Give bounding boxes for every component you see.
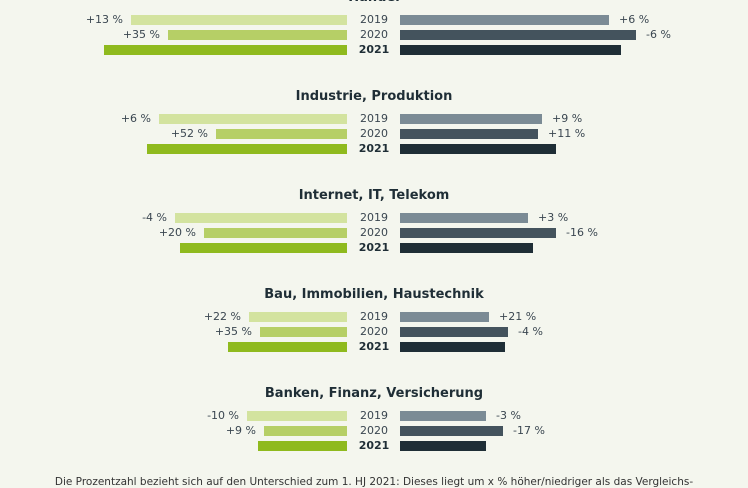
left-value-label: +35 % — [214, 325, 252, 338]
year-label: 2021 — [358, 43, 390, 56]
right-bar — [400, 144, 556, 154]
right-value-label: -16 % — [566, 226, 598, 239]
left-bar — [159, 114, 347, 124]
right-value-label: +3 % — [538, 211, 569, 224]
right-bar — [400, 213, 528, 223]
left-bar — [168, 30, 347, 40]
left-bar — [228, 342, 347, 352]
right-bar — [400, 426, 503, 436]
right-bar — [400, 312, 489, 322]
year-label: 2021 — [358, 439, 390, 452]
footnote: Die Prozentzahl bezieht sich auf den Unt… — [54, 476, 694, 488]
left-bar — [260, 327, 347, 337]
left-value-label: +20 % — [158, 226, 196, 239]
left-value-label: +6 % — [120, 112, 151, 125]
left-bar — [264, 426, 347, 436]
left-value-label: +22 % — [203, 310, 241, 323]
right-value-label: -4 % — [518, 325, 543, 338]
right-bar — [400, 15, 609, 25]
right-bar — [400, 441, 486, 451]
left-value-label: +52 % — [170, 127, 208, 140]
left-bar — [131, 15, 347, 25]
right-bar — [400, 243, 533, 253]
left-bar — [249, 312, 347, 322]
group-title: Internet, IT, Telekom — [298, 188, 450, 203]
left-bar — [180, 243, 347, 253]
right-value-label: +6 % — [619, 13, 650, 26]
year-label: 2021 — [358, 340, 390, 353]
right-bar — [400, 228, 556, 238]
left-value-label: +9 % — [225, 424, 256, 437]
right-value-label: +21 % — [499, 310, 537, 323]
right-value-label: -6 % — [646, 28, 671, 41]
right-bar — [400, 342, 505, 352]
right-bar — [400, 30, 636, 40]
left-bar — [175, 213, 347, 223]
left-bar — [204, 228, 347, 238]
year-label: 2019 — [360, 112, 388, 125]
year-label: 2019 — [360, 310, 388, 323]
group-title: Industrie, Produktion — [295, 89, 453, 104]
left-bar — [147, 144, 347, 154]
group-title: Bau, Immobilien, Haustechnik — [264, 287, 484, 302]
left-bar — [104, 45, 347, 55]
year-label: 2021 — [358, 241, 390, 254]
left-value-label: +13 % — [85, 13, 123, 26]
right-bar — [400, 114, 542, 124]
right-bar — [400, 411, 486, 421]
year-label: 2020 — [360, 325, 388, 338]
right-value-label: -3 % — [496, 409, 521, 422]
left-value-label: +35 % — [122, 28, 160, 41]
right-value-label: +9 % — [552, 112, 583, 125]
year-label: 2020 — [360, 226, 388, 239]
year-label: 2020 — [360, 127, 388, 140]
right-bar — [400, 327, 508, 337]
year-label: 2020 — [360, 424, 388, 437]
group-title: Handel — [0, 0, 748, 5]
group-title: Banken, Finanz, Versicherung — [264, 386, 484, 401]
left-value-label: -10 % — [207, 409, 239, 422]
year-label: 2020 — [360, 28, 388, 41]
year-label: 2019 — [360, 211, 388, 224]
right-value-label: -17 % — [513, 424, 545, 437]
right-bar — [400, 45, 621, 55]
year-label: 2019 — [360, 13, 388, 26]
left-bar — [216, 129, 347, 139]
year-label: 2021 — [358, 142, 390, 155]
left-value-label: -4 % — [142, 211, 167, 224]
left-bar — [258, 441, 347, 451]
right-value-label: +11 % — [548, 127, 586, 140]
year-label: 2019 — [360, 409, 388, 422]
left-bar — [247, 411, 347, 421]
right-bar — [400, 129, 538, 139]
